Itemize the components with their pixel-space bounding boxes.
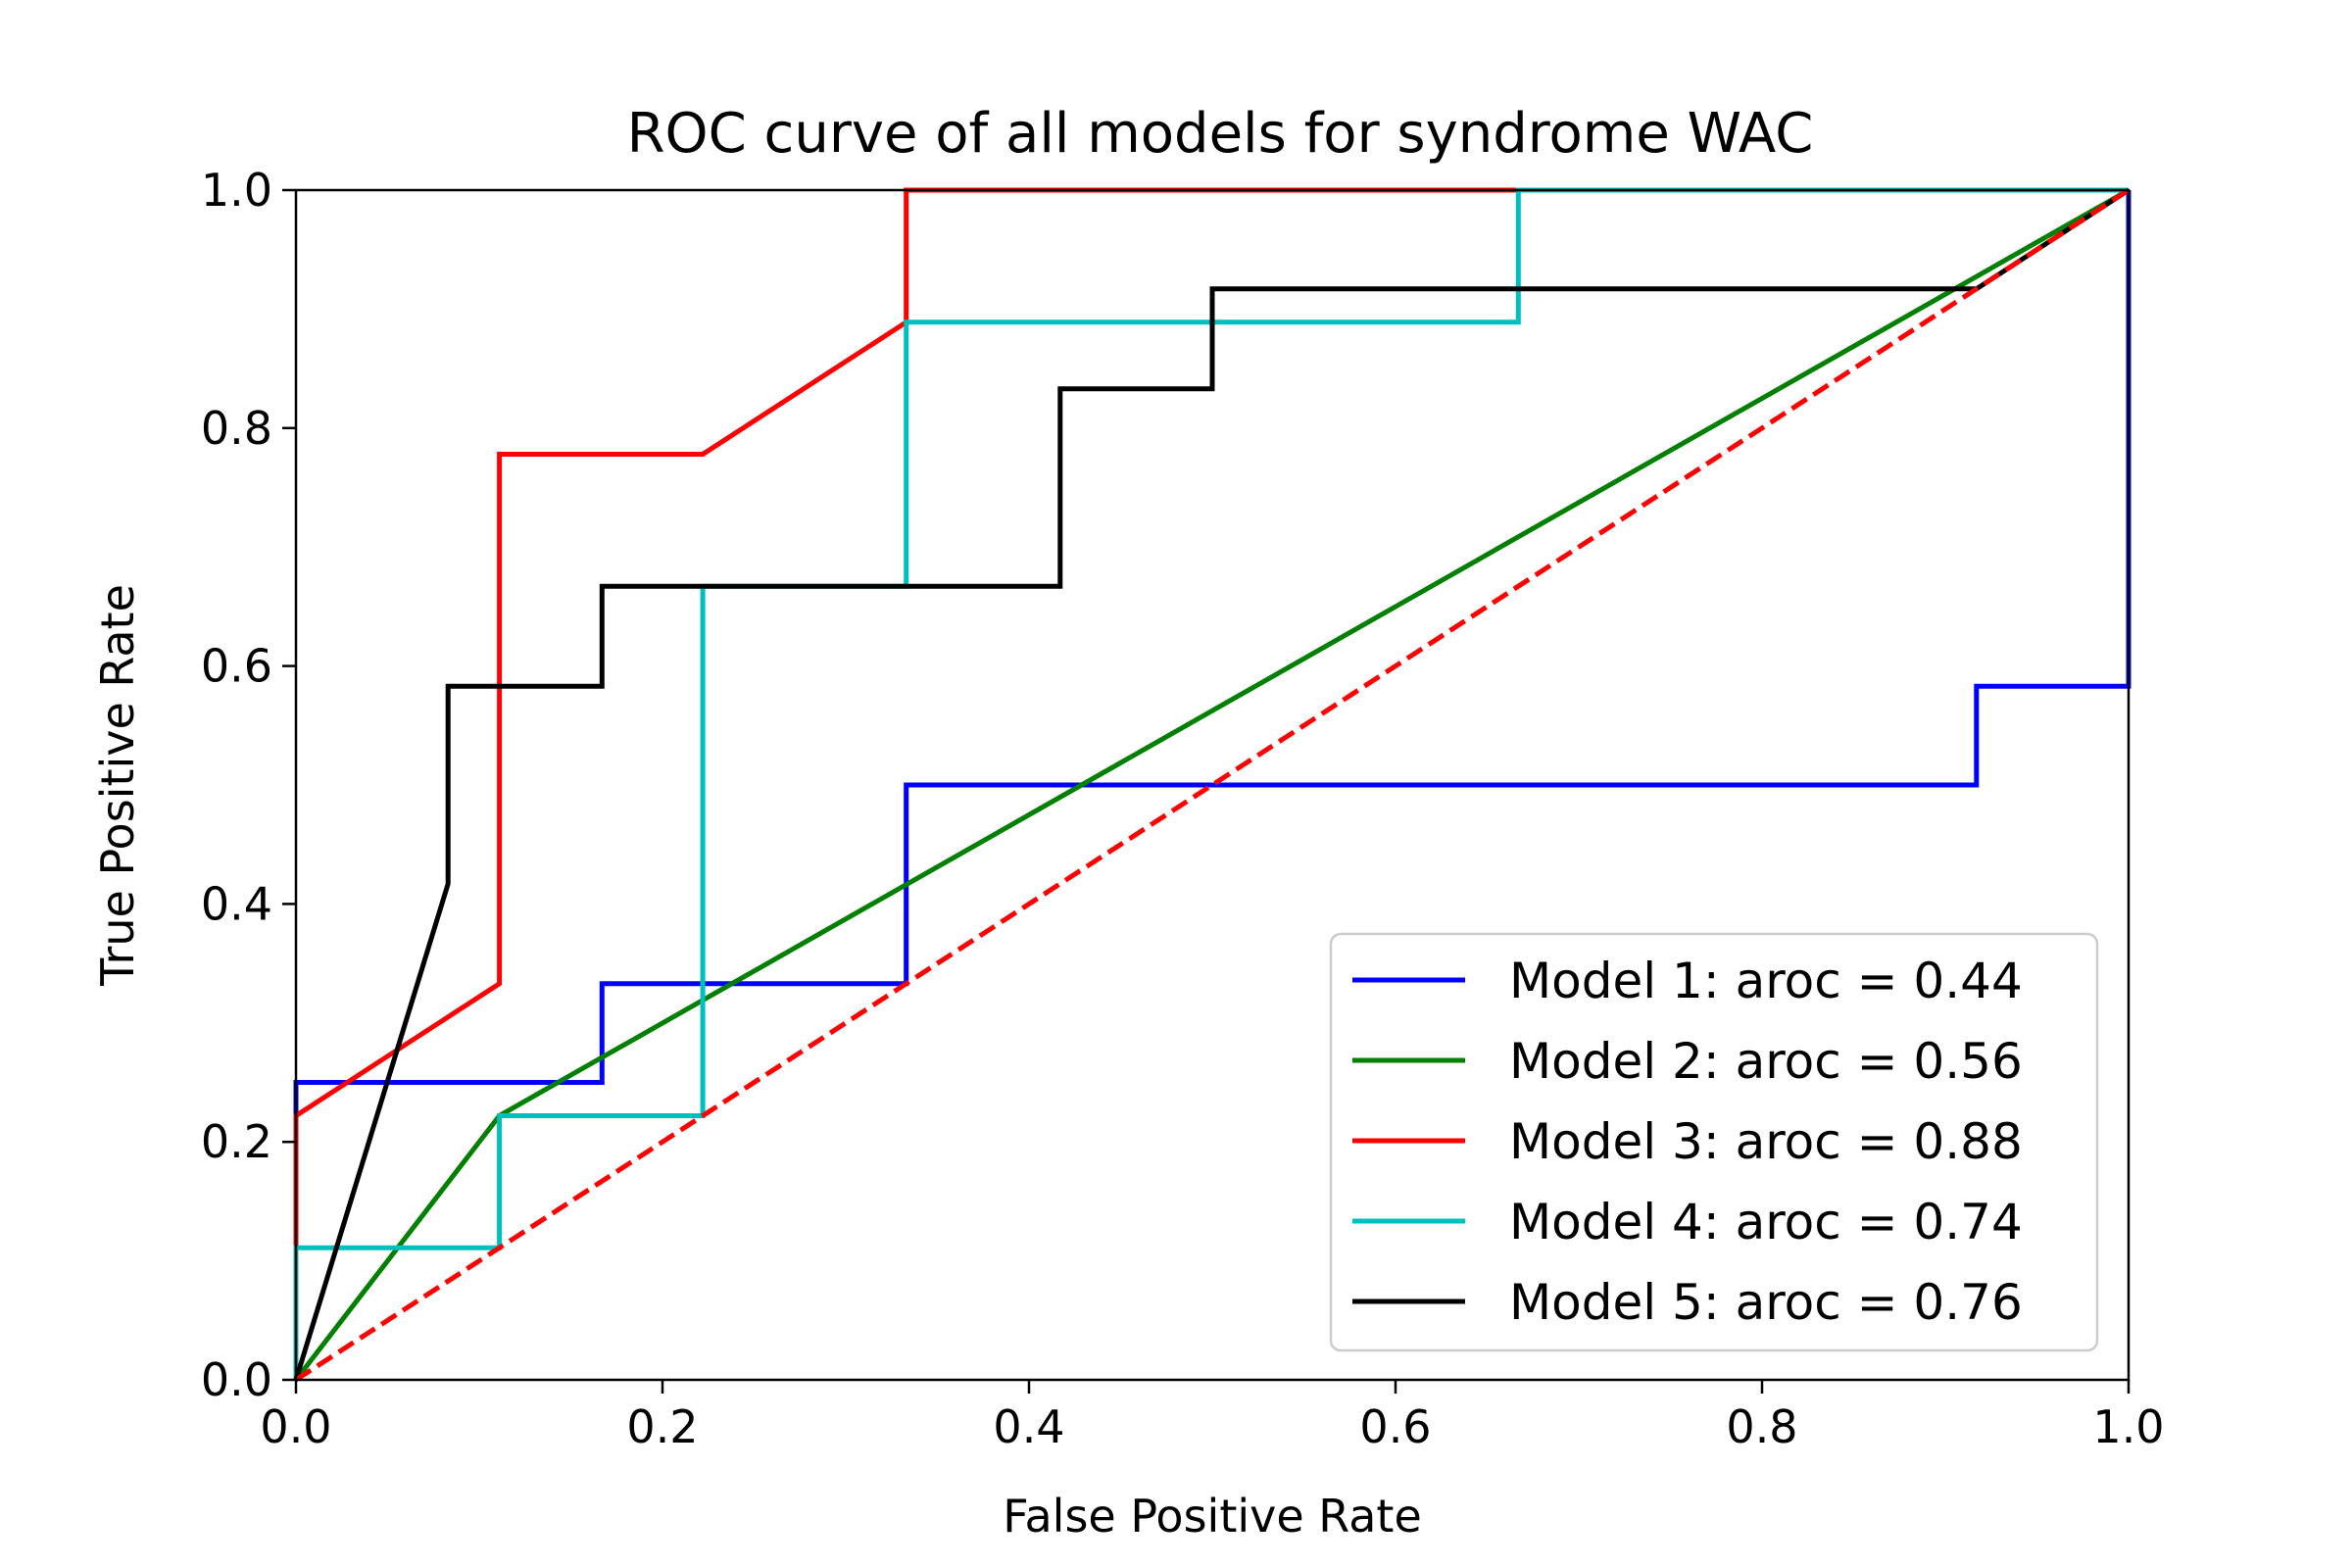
chart-title: ROC curve of all models for syndrome WAC — [627, 102, 1814, 166]
x-tick-label: 1.0 — [2092, 1400, 2164, 1453]
y-tick-label: 0.4 — [201, 877, 272, 930]
x-tick-label: 0.4 — [993, 1400, 1064, 1453]
legend-label-model-4: Model 4: aroc = 0.74 — [1509, 1194, 2023, 1250]
y-axis-ticks: 0.0 0.2 0.4 0.6 0.8 1.0 — [201, 164, 296, 1406]
x-axis-label: False Positive Rate — [1003, 1490, 1422, 1543]
reference-diagonal-line — [294, 187, 2131, 1383]
x-tick-label: 0.2 — [626, 1400, 698, 1453]
y-tick-label: 1.0 — [201, 164, 272, 217]
x-tick-label: 0.8 — [1726, 1400, 1797, 1453]
series-line-model-3 — [293, 187, 2129, 1380]
y-tick-label: 0.6 — [201, 640, 272, 693]
legend-label-model-3: Model 3: aroc = 0.88 — [1509, 1113, 2023, 1170]
series-layer — [293, 187, 2132, 1383]
legend: Model 1: aroc = 0.44 Model 2: aroc = 0.56… — [1329, 932, 2099, 1352]
y-axis-label: True Positive Rate — [91, 584, 144, 987]
x-axis-ticks: 0.0 0.2 0.4 0.6 0.8 1.0 — [260, 1380, 2165, 1453]
axes-frame — [294, 188, 2131, 1382]
x-tick-label: 0.6 — [1359, 1400, 1431, 1453]
series-line-model-5 — [293, 187, 2131, 1381]
legend-box — [1329, 932, 2099, 1352]
legend-items: Model 1: aroc = 0.44 Model 2: aroc = 0.56… — [1352, 953, 2023, 1331]
legend-label-model-1: Model 1: aroc = 0.44 — [1509, 953, 2023, 1009]
legend-label-model-5: Model 5: aroc = 0.76 — [1509, 1274, 2023, 1331]
y-tick-label: 0.2 — [201, 1115, 272, 1168]
plot-area: 0.0 0.2 0.4 0.6 0.8 1.0 0.0 0.2 0.4 0.6 0.8 1.0 — [201, 164, 2165, 1453]
legend-label-model-2: Model 2: aroc = 0.56 — [1509, 1033, 2023, 1090]
y-tick-label: 0.0 — [201, 1353, 272, 1406]
x-tick-label: 0.0 — [260, 1400, 331, 1453]
y-tick-label: 0.8 — [201, 402, 272, 455]
